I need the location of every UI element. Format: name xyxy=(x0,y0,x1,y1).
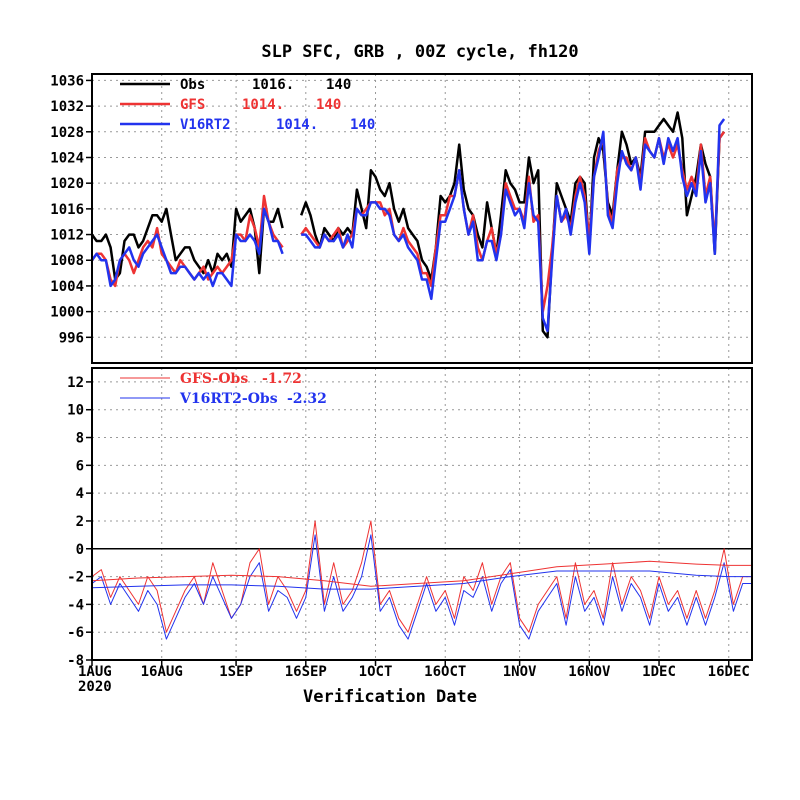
lower-panel: -8 -6 -4 -2 0 2 4 6 8 10 12 GFS-Obs -1.72 V16RT2-Obs -… xyxy=(67,367,753,669)
upper-y-tick-label: 1012 xyxy=(50,228,84,244)
x-tick-label: 16AUG xyxy=(141,664,183,680)
upper-frame xyxy=(91,73,753,364)
x-tick-label: 16NOV xyxy=(568,664,611,680)
x-axis-label: Verification Date xyxy=(303,687,477,707)
x-tick-label: 16SEP xyxy=(285,664,327,680)
upper-y-tick-label: 1024 xyxy=(50,150,84,166)
upper-y-tick-label: 1032 xyxy=(50,99,84,115)
x-year-label: 2020 xyxy=(78,679,112,695)
lower-y-tick-label: -4 xyxy=(67,597,84,613)
upper-legend-label: GFS xyxy=(180,97,205,113)
upper-y-tick-label: 996 xyxy=(59,330,84,346)
lower-y-tick-label: -6 xyxy=(67,625,84,641)
upper-legend-mean: 1016. xyxy=(252,77,294,93)
lower-y-tick-label: 2 xyxy=(76,514,84,530)
x-tick-label: 16OCT xyxy=(424,664,466,680)
lower-y-tick-label: 6 xyxy=(76,458,84,474)
lower-y-tick-label: 8 xyxy=(76,431,84,447)
lower-legend-label: V16RT2-Obs xyxy=(179,391,278,407)
lower-legend-mean: -2.32 xyxy=(287,391,327,407)
upper-panel: 996 1000 1004 1008 1012 1016 1020 1024 1028 1032 1… xyxy=(50,73,753,364)
series-v16rt2-obs-running-mean-line xyxy=(91,570,752,590)
upper-y-tick-label: 1036 xyxy=(50,73,84,89)
lower-y-tick-label: -8 xyxy=(67,653,84,669)
upper-y-tick-label: 1000 xyxy=(50,305,84,321)
upper-y-tick-label: 1028 xyxy=(50,125,84,141)
series-gfs-obs-running-mean-line xyxy=(91,560,752,587)
upper-legend-label: Obs xyxy=(180,77,205,93)
upper-y-tick-label: 1004 xyxy=(50,279,84,295)
upper-y-tick-label: 1016 xyxy=(50,202,84,218)
series-v16rt2-line xyxy=(301,118,726,333)
upper-y-tick-label: 1020 xyxy=(50,176,84,192)
upper-legend-mean: 1014. xyxy=(242,97,284,113)
chart-title: SLP SFC, GRB , 00Z cycle, fh120 xyxy=(261,42,578,62)
x-tick-label: 1OCT xyxy=(359,664,393,680)
upper-legend-mean: 1014. xyxy=(276,117,318,133)
x-tick-label: 1DEC xyxy=(642,664,676,680)
lower-legend-label: GFS-Obs xyxy=(180,371,248,387)
series-v16rt2-line xyxy=(90,207,284,288)
upper-legend-count: 140 xyxy=(316,97,341,113)
lower-y-tick-label: 0 xyxy=(76,542,84,558)
lower-legend-mean: -1.72 xyxy=(262,371,302,387)
x-tick-label: 1NOV xyxy=(503,664,537,680)
series-obs-line xyxy=(90,207,284,281)
lower-y-tick-label: -2 xyxy=(67,570,84,586)
series-obs-line xyxy=(300,111,726,339)
x-tick-label: 16DEC xyxy=(708,664,750,680)
lower-y-tick-label: 12 xyxy=(67,375,84,391)
series-v16rt2-obs-line xyxy=(91,534,752,640)
upper-legend-count: 140 xyxy=(326,77,351,93)
lower-y-tick-label: 4 xyxy=(76,486,84,502)
lower-frame xyxy=(91,367,753,661)
upper-y-tick-label: 1008 xyxy=(50,253,84,269)
upper-legend-count: 140 xyxy=(350,117,375,133)
x-tick-label: 1AUG xyxy=(78,664,112,680)
upper-legend-label: V16RT2 xyxy=(180,117,231,133)
x-tick-label: 1SEP xyxy=(219,664,253,680)
lower-y-tick-label: 10 xyxy=(67,403,84,419)
x-axis: 1AUG 16AUG 1SEP 16SEP 1OCT 16OCT 1NOV 16NOV 1DEC… xyxy=(78,660,750,695)
